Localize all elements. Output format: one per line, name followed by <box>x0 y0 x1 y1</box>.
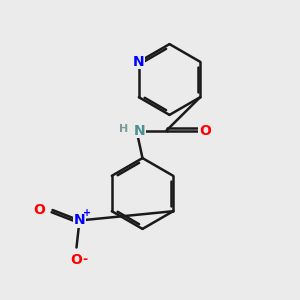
Text: +: + <box>83 208 91 218</box>
Text: O: O <box>199 124 211 137</box>
Text: -: - <box>82 253 88 266</box>
Text: H: H <box>119 124 128 134</box>
Text: O: O <box>33 203 45 217</box>
Text: N: N <box>74 214 85 227</box>
Text: N: N <box>133 55 145 69</box>
Text: O: O <box>70 254 83 268</box>
Text: N: N <box>134 124 145 137</box>
